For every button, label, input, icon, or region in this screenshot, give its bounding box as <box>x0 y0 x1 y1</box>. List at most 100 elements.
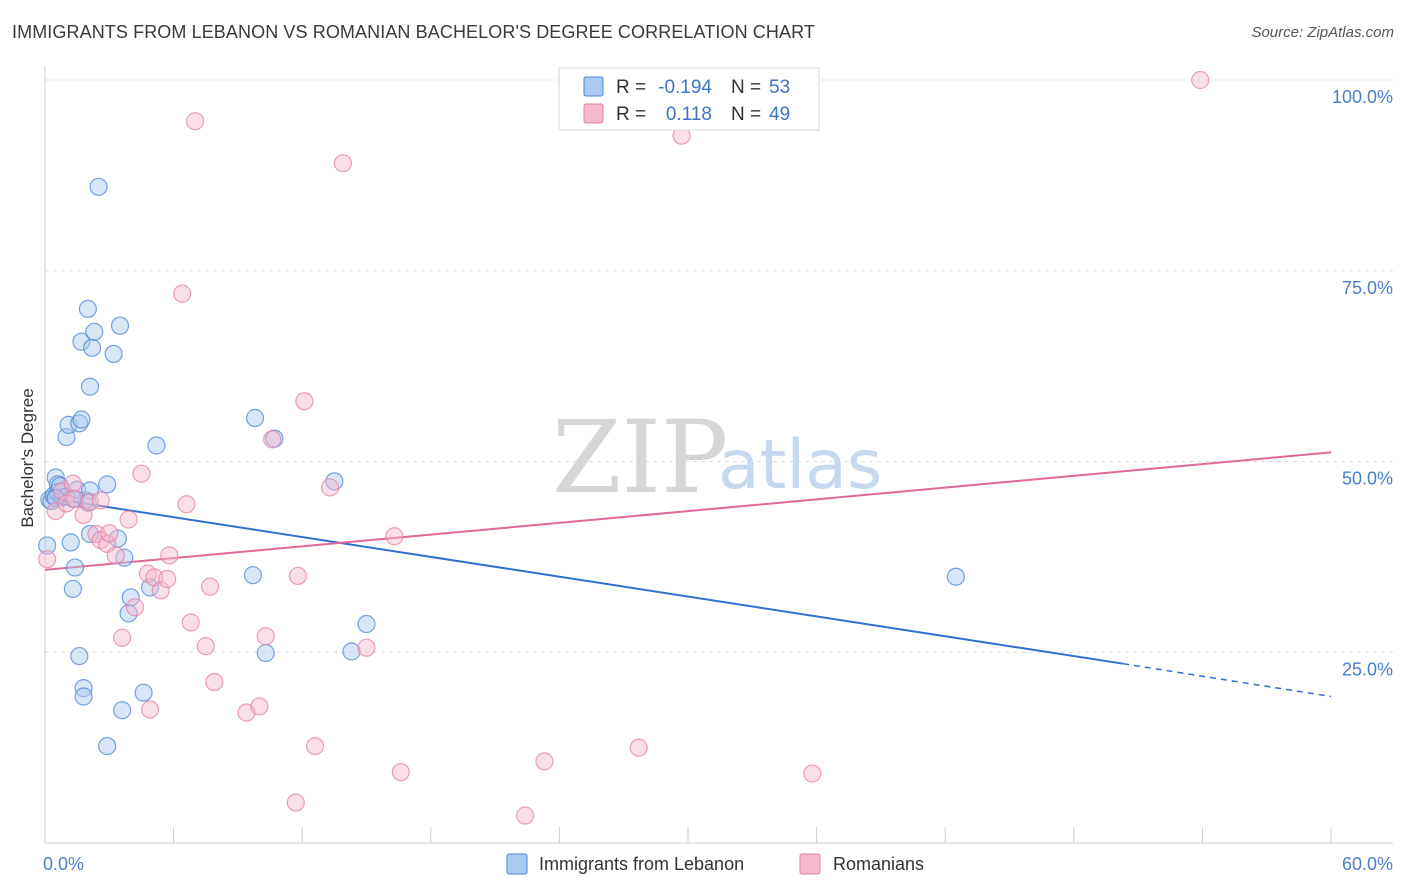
legend-swatch-pink <box>583 103 604 124</box>
lebanon-point <box>72 410 91 429</box>
romanians-point <box>286 793 305 812</box>
lebanon-point <box>245 408 265 428</box>
chart-title: IMMIGRANTS FROM LEBANON VS ROMANIAN BACH… <box>12 22 815 42</box>
lebanon-point <box>38 536 57 555</box>
lebanon-point <box>65 558 85 577</box>
romanians-point <box>205 672 224 692</box>
watermark: ZIP atlas <box>552 399 882 516</box>
watermark-zip: ZIP <box>552 399 728 516</box>
bottom-legend: Immigrants from Lebanon Romanians <box>506 853 924 875</box>
lebanon-point <box>74 687 93 706</box>
x-tick-label: 0.0% <box>43 854 84 874</box>
romanians-point <box>140 700 160 719</box>
top-legend: R = -0.194 N = 53 R = 0.118 N = 49 <box>558 67 820 131</box>
bottom-legend-label-romanians: Romanians <box>833 854 924 874</box>
legend-r-value-blue: -0.194 <box>658 77 712 98</box>
lebanon-point <box>80 524 100 544</box>
romanians-point <box>65 489 85 508</box>
romanians-point <box>158 569 177 589</box>
lebanon-point <box>61 533 80 552</box>
romanians-point <box>173 284 192 303</box>
romanians-point <box>177 495 196 514</box>
romanians-point <box>357 638 376 657</box>
chart-source: Source: ZipAtlas.com <box>1251 24 1394 41</box>
romanians-trend-line <box>44 451 1332 571</box>
romanians-point <box>288 566 308 586</box>
lebanon-point <box>113 701 132 720</box>
lebanon-trend-extension <box>1122 662 1332 698</box>
bottom-legend-label-lebanon: Immigrants from Lebanon <box>539 854 744 874</box>
lebanon-point <box>89 177 108 196</box>
data-points <box>38 70 1210 825</box>
romanians-point <box>57 494 76 513</box>
lebanon-point <box>98 736 117 756</box>
romanians-point <box>119 510 138 529</box>
bottom-legend-swatch-blue <box>506 853 528 875</box>
romanians-point <box>1191 70 1210 90</box>
romanians-point <box>113 628 132 647</box>
legend-r-label-pink: R = <box>616 104 646 125</box>
lebanon-point <box>121 588 140 607</box>
romanians-point <box>385 527 404 546</box>
legend-n-label-pink: N = <box>731 104 761 125</box>
y-axis-title: Bachelor's Degree <box>18 388 37 527</box>
legend-r-label-blue: R = <box>616 77 646 98</box>
legend-n-label-blue: N = <box>731 77 761 98</box>
lebanon-point <box>256 643 275 663</box>
x-tick-label: 60.0% <box>1342 854 1393 874</box>
romanians-point <box>181 613 200 632</box>
romanians-point <box>320 478 340 497</box>
lebanon-point <box>85 322 104 341</box>
romanians-point <box>305 736 325 756</box>
lebanon-point <box>147 436 166 455</box>
romanians-point <box>535 752 554 771</box>
bottom-legend-swatch-pink <box>799 853 821 875</box>
romanians-point <box>295 392 314 411</box>
axes <box>44 66 1393 844</box>
lebanon-point <box>63 579 82 599</box>
romanians-point <box>125 598 145 617</box>
romanians-point <box>185 112 205 131</box>
lebanon-point <box>140 578 160 597</box>
x-tick-labels: 0.0% 60.0% <box>43 854 1393 874</box>
lebanon-point <box>80 377 100 396</box>
romanians-point <box>151 581 170 600</box>
y-tick-labels: 25.0% 50.0% 75.0% 100.0% <box>1332 87 1393 679</box>
romanians-point <box>256 627 275 646</box>
romanians-point <box>100 524 119 543</box>
gridlines <box>45 79 1393 653</box>
lebanon-point <box>98 475 117 494</box>
y-tick-label: 100.0% <box>1332 87 1393 107</box>
romanians-point <box>250 697 269 716</box>
legend-r-value-pink: 0.118 <box>666 104 712 125</box>
romanians-point <box>38 550 57 569</box>
romanians-point <box>629 738 648 757</box>
romanians-point <box>803 764 822 783</box>
legend-swatch-blue <box>583 76 604 97</box>
lebanon-point <box>70 646 89 666</box>
lebanon-point <box>78 299 97 318</box>
romanians-point <box>333 154 353 173</box>
trend-lines <box>44 451 1332 698</box>
lebanon-point <box>342 642 361 661</box>
lebanon-point <box>83 338 102 357</box>
y-tick-label: 25.0% <box>1342 659 1393 679</box>
romanians-point <box>516 806 535 825</box>
lebanon-point <box>110 316 130 335</box>
watermark-atlas: atlas <box>718 426 882 505</box>
lebanon-point <box>946 567 966 586</box>
y-tick-label: 50.0% <box>1342 469 1393 489</box>
romanians-point <box>63 474 82 493</box>
y-tick-label: 75.0% <box>1342 278 1393 298</box>
lebanon-point <box>357 614 376 634</box>
legend-n-value-pink: 49 <box>769 104 790 125</box>
legend-n-value-blue: 53 <box>769 77 790 98</box>
lebanon-trend-line <box>44 496 1124 665</box>
romanians-point <box>106 546 125 565</box>
romanians-point <box>160 546 179 565</box>
romanians-point <box>263 430 282 449</box>
lebanon-point <box>134 683 153 702</box>
lebanon-point <box>104 344 123 364</box>
romanians-point <box>391 762 410 782</box>
